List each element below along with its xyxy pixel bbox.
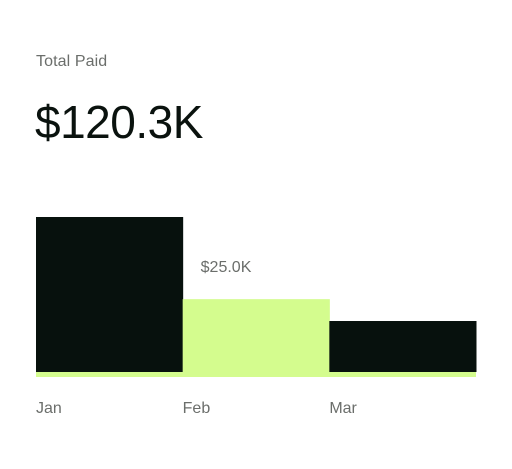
metric-value: $120.3K	[35, 96, 203, 148]
bar-mar[interactable]	[329, 321, 477, 372]
bar-feb[interactable]	[182, 299, 330, 372]
chart-baseline	[36, 372, 476, 377]
x-tick-mar: Mar	[329, 400, 357, 417]
data-label-group: $25.0K	[201, 259, 252, 276]
x-tick-feb: Feb	[183, 400, 211, 417]
bar-jan[interactable]	[36, 217, 184, 372]
metric-label: Total Paid	[36, 53, 108, 70]
bar-group	[36, 217, 477, 372]
x-tick-group: Jan Feb Mar	[36, 400, 358, 417]
data-label-feb: $25.0K	[201, 259, 252, 276]
x-tick-jan: Jan	[36, 400, 62, 417]
